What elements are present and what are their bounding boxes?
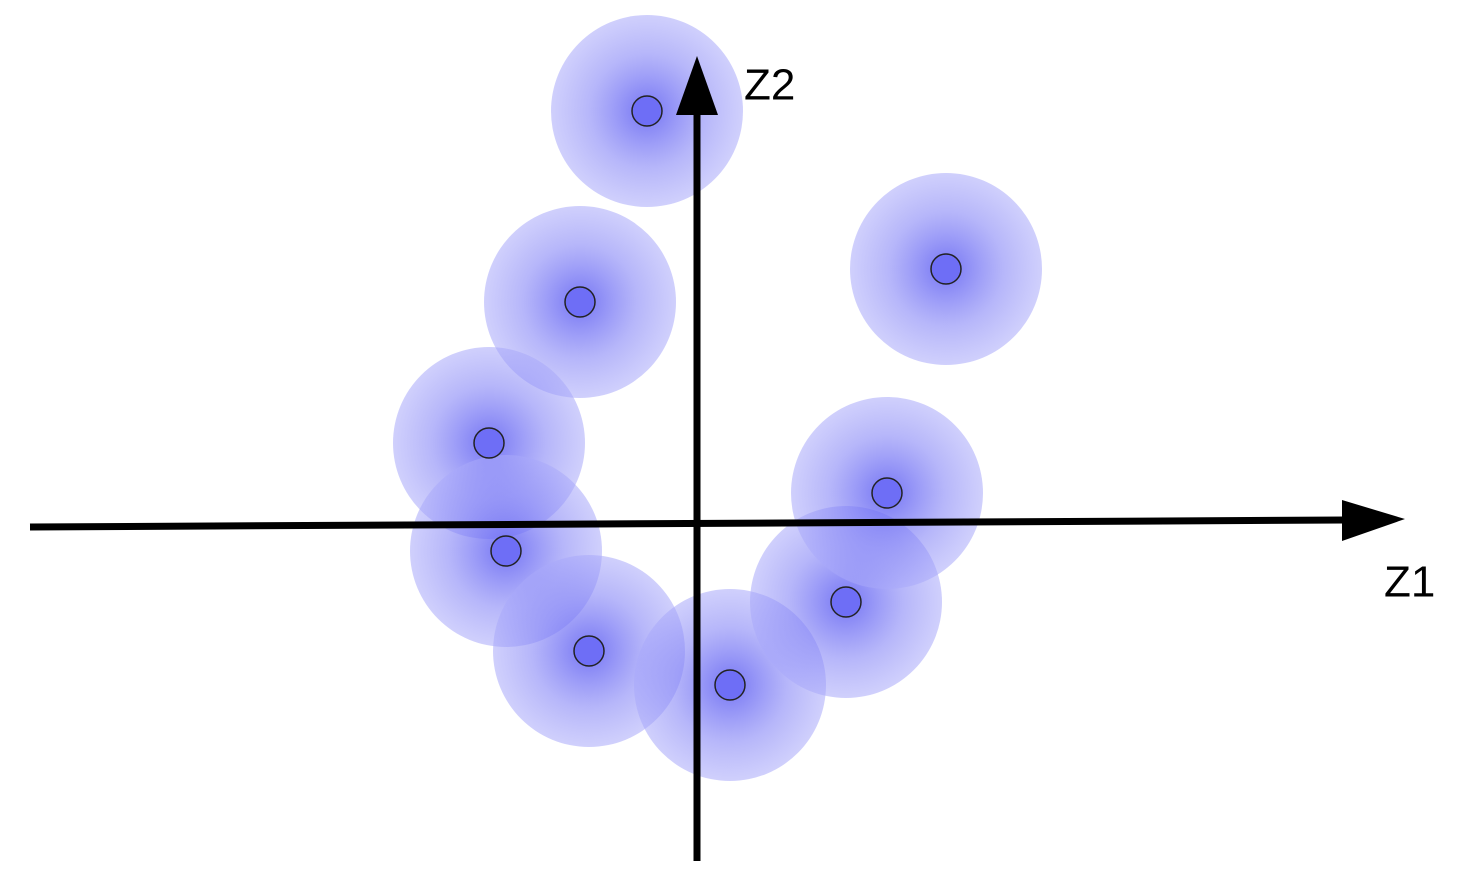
axes (29, 56, 1405, 861)
z1-label: Z1 (1384, 558, 1435, 607)
point (631, 95, 663, 127)
point (930, 253, 962, 285)
point (473, 427, 505, 459)
point (564, 286, 596, 318)
point (830, 586, 862, 618)
point (714, 669, 746, 701)
z1-axis (29, 516, 1346, 531)
z2-label: Z2 (744, 61, 795, 110)
z1-arrowhead (1342, 500, 1405, 541)
halos (393, 15, 1042, 781)
points (473, 95, 962, 701)
point (490, 535, 522, 567)
point (573, 635, 605, 667)
point (871, 477, 903, 509)
z2-arrowhead (676, 56, 718, 115)
